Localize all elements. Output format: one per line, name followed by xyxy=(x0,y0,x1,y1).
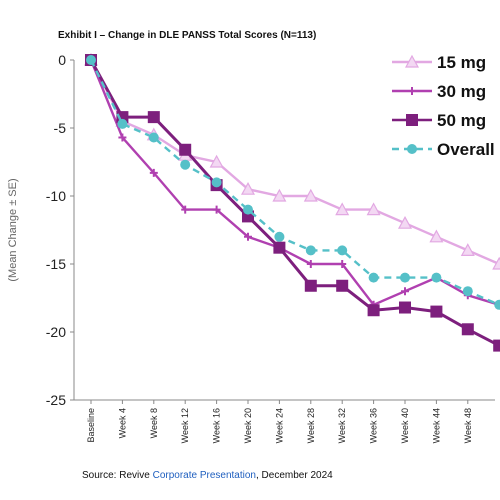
x-tick-label: Week 36 xyxy=(369,408,379,443)
data-point xyxy=(147,111,160,124)
data-point xyxy=(461,323,474,336)
legend-item: 15 mg xyxy=(392,53,486,72)
data-point xyxy=(303,188,318,202)
data-point xyxy=(272,188,287,202)
data-point xyxy=(179,143,192,156)
data-point xyxy=(181,205,190,214)
data-point xyxy=(397,215,413,229)
series-line xyxy=(89,59,500,306)
series-overall xyxy=(86,55,500,310)
source-note: Source: Revive Corporate Presentation, D… xyxy=(82,470,333,481)
data-point xyxy=(399,301,411,314)
data-point xyxy=(400,272,410,283)
x-tick-label: Baseline xyxy=(86,408,96,443)
legend-marker xyxy=(408,87,416,95)
x-tick-label: Week 44 xyxy=(431,408,441,443)
y-tick-label: -15 xyxy=(46,256,66,272)
data-point xyxy=(273,241,286,254)
x-tick-label: Week 4 xyxy=(117,408,127,438)
data-point xyxy=(180,159,191,170)
data-point xyxy=(493,339,500,352)
y-tick-label: 0 xyxy=(58,52,66,68)
data-point xyxy=(304,279,317,292)
x-axis: Baseline Week 4 Week 8 Week 12 Week 16 Week 2… xyxy=(74,399,495,443)
data-point xyxy=(86,55,96,65)
data-point xyxy=(429,229,444,243)
data-point xyxy=(274,231,285,242)
x-tick-label: Week 24 xyxy=(274,408,284,443)
data-point xyxy=(244,232,252,241)
data-point xyxy=(492,256,500,270)
x-tick-label: Week 48 xyxy=(463,408,473,443)
data-point xyxy=(305,245,316,256)
data-point xyxy=(338,260,347,268)
data-point xyxy=(117,118,128,129)
legend-label: Overall xyxy=(437,140,495,159)
data-point xyxy=(430,305,443,318)
data-point xyxy=(240,181,256,195)
data-point xyxy=(367,304,380,317)
source-suffix: , December 2024 xyxy=(256,470,333,481)
data-point xyxy=(212,205,221,214)
data-point xyxy=(118,133,127,142)
legend-label: 30 mg xyxy=(437,82,486,101)
legend-item: Overall xyxy=(392,140,495,159)
source-link[interactable]: Corporate Presentation xyxy=(152,470,256,481)
x-tick-label: Week 16 xyxy=(212,408,222,443)
data-point xyxy=(116,111,129,124)
data-point xyxy=(209,154,224,168)
legend-item: 50 mg xyxy=(392,111,486,130)
legend-marker xyxy=(406,114,418,126)
data-point xyxy=(431,272,442,283)
x-tick-label: Week 8 xyxy=(149,408,159,438)
data-point xyxy=(149,168,158,177)
data-point xyxy=(336,279,349,292)
series-line xyxy=(89,59,500,307)
chart-title: Exhibit I – Change in DLE PANSS Total Sc… xyxy=(58,30,316,41)
data-point xyxy=(211,177,222,188)
legend: 15 mg 30 mg 50 mg Overall xyxy=(392,53,495,159)
data-point xyxy=(366,202,381,216)
x-tick-label: Week 40 xyxy=(400,408,410,443)
legend-marker xyxy=(404,54,420,68)
y-tick-label: -25 xyxy=(46,392,66,408)
data-point xyxy=(335,202,350,216)
y-tick-label: -5 xyxy=(54,120,67,136)
data-point xyxy=(494,299,500,310)
data-point xyxy=(462,286,473,297)
series-group xyxy=(83,52,500,352)
legend-label: 15 mg xyxy=(437,53,486,72)
data-point xyxy=(460,243,475,256)
data-point xyxy=(401,287,409,296)
y-axis-label: (Mean Change ± SE) xyxy=(7,178,19,281)
data-point xyxy=(368,272,379,283)
series-line xyxy=(89,59,500,347)
data-point xyxy=(306,260,315,268)
x-tick-label: Week 12 xyxy=(180,408,190,443)
x-tick-label: Week 28 xyxy=(306,408,316,443)
data-point xyxy=(148,132,159,143)
y-tick-label: -20 xyxy=(46,324,66,340)
data-point xyxy=(243,204,253,215)
data-point xyxy=(337,245,348,256)
source-prefix: Source: Revive xyxy=(82,470,153,481)
legend-label: 50 mg xyxy=(437,111,486,130)
x-tick-label: Week 32 xyxy=(337,408,347,443)
x-tick-label: Week 20 xyxy=(243,408,253,443)
y-tick-label: -10 xyxy=(46,188,66,204)
y-axis: 0 -5 -10 -15 -20 -25 xyxy=(46,52,75,408)
legend-marker xyxy=(407,144,417,154)
legend-item: 30 mg xyxy=(392,82,486,101)
